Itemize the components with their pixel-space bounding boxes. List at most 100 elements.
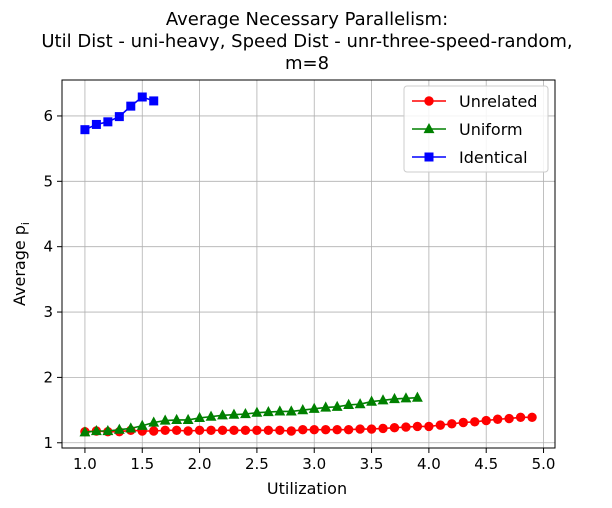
data-point-uniform <box>297 404 309 415</box>
data-point-uniform <box>148 416 160 427</box>
legend-item-uniform: Uniform <box>412 120 523 139</box>
data-point-unrelated <box>149 426 159 436</box>
legend: Unrelated Uniform Identical <box>403 85 549 173</box>
data-point-uniform <box>308 402 320 413</box>
chart-title-line-3: m=8 <box>285 53 329 74</box>
data-point-unrelated <box>309 424 319 435</box>
legend-marker-uniform <box>423 122 435 134</box>
data-point-unrelated <box>320 424 331 435</box>
data-point-unrelated <box>183 426 193 436</box>
y-tick-label: 2 <box>43 368 53 386</box>
x-tick-label: 2.0 <box>188 455 212 473</box>
data-point-unrelated <box>286 426 297 436</box>
legend-label-identical: Identical <box>459 148 528 167</box>
data-point-unrelated <box>458 417 468 428</box>
data-point-uniform <box>240 407 251 419</box>
data-point-uniform <box>228 408 240 419</box>
data-point-unrelated <box>252 425 262 436</box>
data-point-identical <box>126 101 136 111</box>
legend-label-unrelated: Unrelated <box>459 92 537 111</box>
legend-item-identical: Identical <box>412 148 528 167</box>
data-point-uniform <box>262 405 274 417</box>
data-point-unrelated <box>298 424 308 435</box>
data-point-uniform <box>251 406 263 417</box>
data-point-uniform <box>217 409 228 420</box>
y-tick-label: 5 <box>43 172 53 190</box>
data-point-unrelated <box>401 422 411 432</box>
data-point-uniform <box>285 405 297 416</box>
data-point-identical <box>137 92 147 102</box>
data-point-identical <box>80 125 90 135</box>
data-point-identical <box>149 96 159 106</box>
x-tick-label: 2.5 <box>245 455 269 473</box>
data-point-unrelated <box>389 423 400 433</box>
x-tick-label: 1.0 <box>73 455 97 473</box>
data-point-uniform <box>274 405 286 416</box>
data-point-unrelated <box>217 425 228 436</box>
data-point-unrelated <box>206 425 216 436</box>
grid-lines <box>62 80 555 448</box>
data-point-uniform <box>171 413 183 424</box>
x-axis-label: Utilization <box>267 479 347 498</box>
data-point-unrelated <box>366 424 377 434</box>
x-tick-label: 1.5 <box>130 455 154 473</box>
x-tick-label: 4.0 <box>417 455 441 473</box>
data-point-unrelated <box>481 415 491 426</box>
data-point-unrelated <box>332 424 342 435</box>
data-point-uniform <box>113 423 125 434</box>
data-point-unrelated <box>447 419 457 429</box>
data-point-unrelated <box>527 412 537 422</box>
series-identical <box>80 92 159 135</box>
legend-marker-identical <box>424 152 434 162</box>
data-point-unrelated <box>343 424 354 435</box>
y-tick-label: 6 <box>43 107 53 125</box>
data-point-uniform <box>320 401 332 412</box>
data-point-unrelated <box>355 424 365 434</box>
x-tick-label: 4.5 <box>474 455 498 473</box>
series-uniform <box>79 391 423 437</box>
plot-frame <box>61 79 556 449</box>
y-tick-label: 4 <box>43 238 53 256</box>
data-point-unrelated <box>515 412 526 422</box>
data-point-uniform <box>205 410 217 421</box>
data-point-uniform <box>90 424 102 436</box>
data-point-identical <box>114 112 124 122</box>
data-point-uniform <box>377 394 389 405</box>
data-point-uniform <box>389 392 400 404</box>
data-point-uniform <box>343 398 355 409</box>
data-point-unrelated <box>504 413 514 424</box>
data-point-identical <box>103 117 113 127</box>
y-tick-label: 1 <box>43 434 53 452</box>
data-point-unrelated <box>492 414 503 424</box>
series-layer <box>79 92 537 437</box>
chart-title-line-1: Average Necessary Parallelism: <box>166 9 448 30</box>
data-point-unrelated <box>412 421 423 432</box>
data-point-unrelated <box>160 425 170 436</box>
x-tick-label: 5.0 <box>532 455 556 473</box>
data-point-uniform <box>102 424 114 436</box>
data-point-unrelated <box>424 421 434 432</box>
x-tick-label: 3.0 <box>302 455 326 473</box>
x-axis: 1.0 1.5 2.0 2.5 3.0 3.5 4.0 4.5 5.0 <box>73 448 555 473</box>
data-point-unrelated <box>470 417 480 427</box>
data-point-uniform <box>331 400 343 411</box>
data-point-unrelated <box>378 423 388 434</box>
data-point-uniform <box>194 411 206 423</box>
data-point-unrelated <box>263 425 274 436</box>
data-point-unrelated <box>435 420 446 430</box>
y-axis-label: Average pi <box>10 222 32 306</box>
data-point-uniform <box>400 392 412 403</box>
legend-label-uniform: Uniform <box>459 120 523 139</box>
legend-item-unrelated: Unrelated <box>412 92 537 111</box>
data-point-identical <box>91 119 101 129</box>
data-point-unrelated <box>240 425 251 436</box>
y-axis-label-subscript: i <box>19 222 32 225</box>
data-point-uniform <box>125 422 137 433</box>
data-point-uniform <box>159 414 171 425</box>
legend-box <box>403 85 549 173</box>
data-point-uniform <box>411 391 423 402</box>
y-tick-label: 3 <box>43 303 53 321</box>
x-tick-label: 3.5 <box>360 455 384 473</box>
data-point-unrelated <box>229 425 239 436</box>
